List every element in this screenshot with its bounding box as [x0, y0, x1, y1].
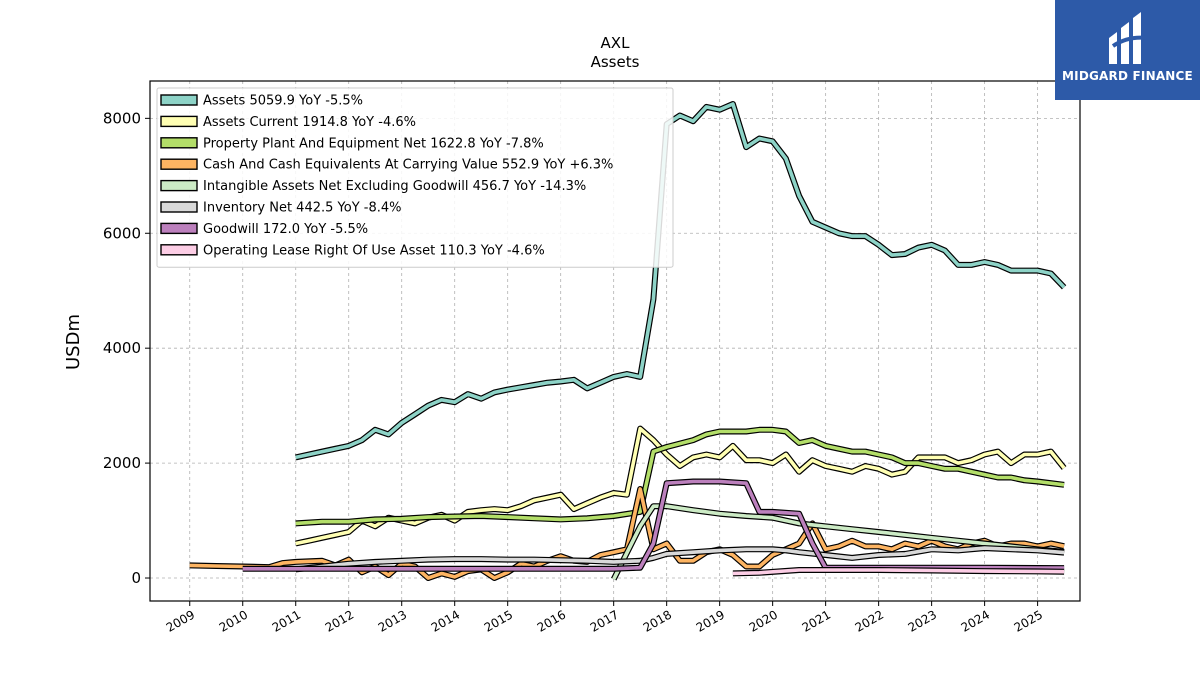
legend-entry-label: Assets 5059.9 YoY -5.5%	[203, 94, 363, 109]
series-line-5	[295, 546, 1065, 572]
x-tick-label: 2010	[217, 607, 250, 634]
chart-subtitle: Assets	[591, 53, 640, 71]
legend-entry-label: Cash And Cash Equivalents At Carrying Va…	[203, 158, 613, 173]
legend-box	[156, 87, 674, 268]
legend-swatch	[160, 222, 198, 235]
legend-swatch	[160, 94, 198, 106]
legend-swatch	[160, 158, 198, 170]
y-tick-label: 6000	[103, 224, 141, 242]
x-tick-label: 2009	[164, 607, 197, 634]
x-tick-label: 2011	[270, 607, 303, 634]
legend-entry-label: Property Plant And Equipment Net 1622.8 …	[203, 136, 544, 151]
legend-swatch	[160, 179, 198, 192]
plot-frame	[149, 80, 1081, 602]
legend-entry-label: Goodwill 172.0 YoY -5.5%	[203, 222, 368, 237]
legend-swatch	[160, 201, 198, 213]
x-tick-label: 2018	[641, 607, 674, 634]
legend-entry-label: Intangible Assets Net Excluding Goodwill…	[203, 179, 586, 194]
series-line-4	[612, 504, 1065, 581]
x-tick-label: 2014	[429, 607, 462, 634]
logo-text: MIDGARD FINANCE	[1062, 69, 1193, 83]
series-line-7	[732, 568, 1065, 576]
y-axis-label: USDm	[63, 314, 84, 370]
legend-swatch	[160, 244, 198, 256]
legend-entry-label: Inventory Net 442.5 YoY -8.4%	[203, 201, 402, 216]
legend: Assets 5059.9 YoY -5.5% Assets Current 19…	[156, 87, 674, 268]
legend-swatch	[160, 115, 198, 128]
y-tick-label: 8000	[103, 109, 141, 127]
y-tick-label: 2000	[103, 454, 141, 472]
x-tick-label: 2015	[482, 607, 515, 634]
chart-title: AXL	[601, 34, 631, 52]
legend-entry-label: Assets Current 1914.8 YoY -4.6%	[203, 115, 416, 130]
x-tick-label: 2013	[376, 607, 409, 634]
legend-swatch	[160, 137, 198, 149]
series-line-0	[295, 102, 1066, 460]
legend-entry-label: Operating Lease Right Of Use Asset 110.3…	[203, 243, 545, 258]
series-line-2	[295, 427, 1065, 526]
x-tick-label: 2019	[694, 607, 727, 634]
series-lines	[189, 101, 1067, 581]
x-tick-label: 2016	[535, 607, 568, 634]
x-tick-label: 2022	[853, 607, 886, 634]
brand-logo: MIDGARD FINANCE	[1055, 0, 1200, 100]
x-tick-label: 2021	[800, 607, 833, 634]
y-tick-label: 0	[131, 569, 141, 587]
x-tick-label: 2012	[323, 607, 356, 634]
y-tick-label: 4000	[103, 339, 141, 357]
x-tick-label: 2025	[1012, 607, 1045, 634]
logo-mark-icon	[1109, 12, 1148, 64]
x-tick-label: 2023	[906, 607, 939, 634]
x-tick-label: 2017	[588, 607, 621, 634]
x-tick-label: 2024	[959, 607, 992, 634]
x-tick-label: 2020	[747, 607, 780, 634]
